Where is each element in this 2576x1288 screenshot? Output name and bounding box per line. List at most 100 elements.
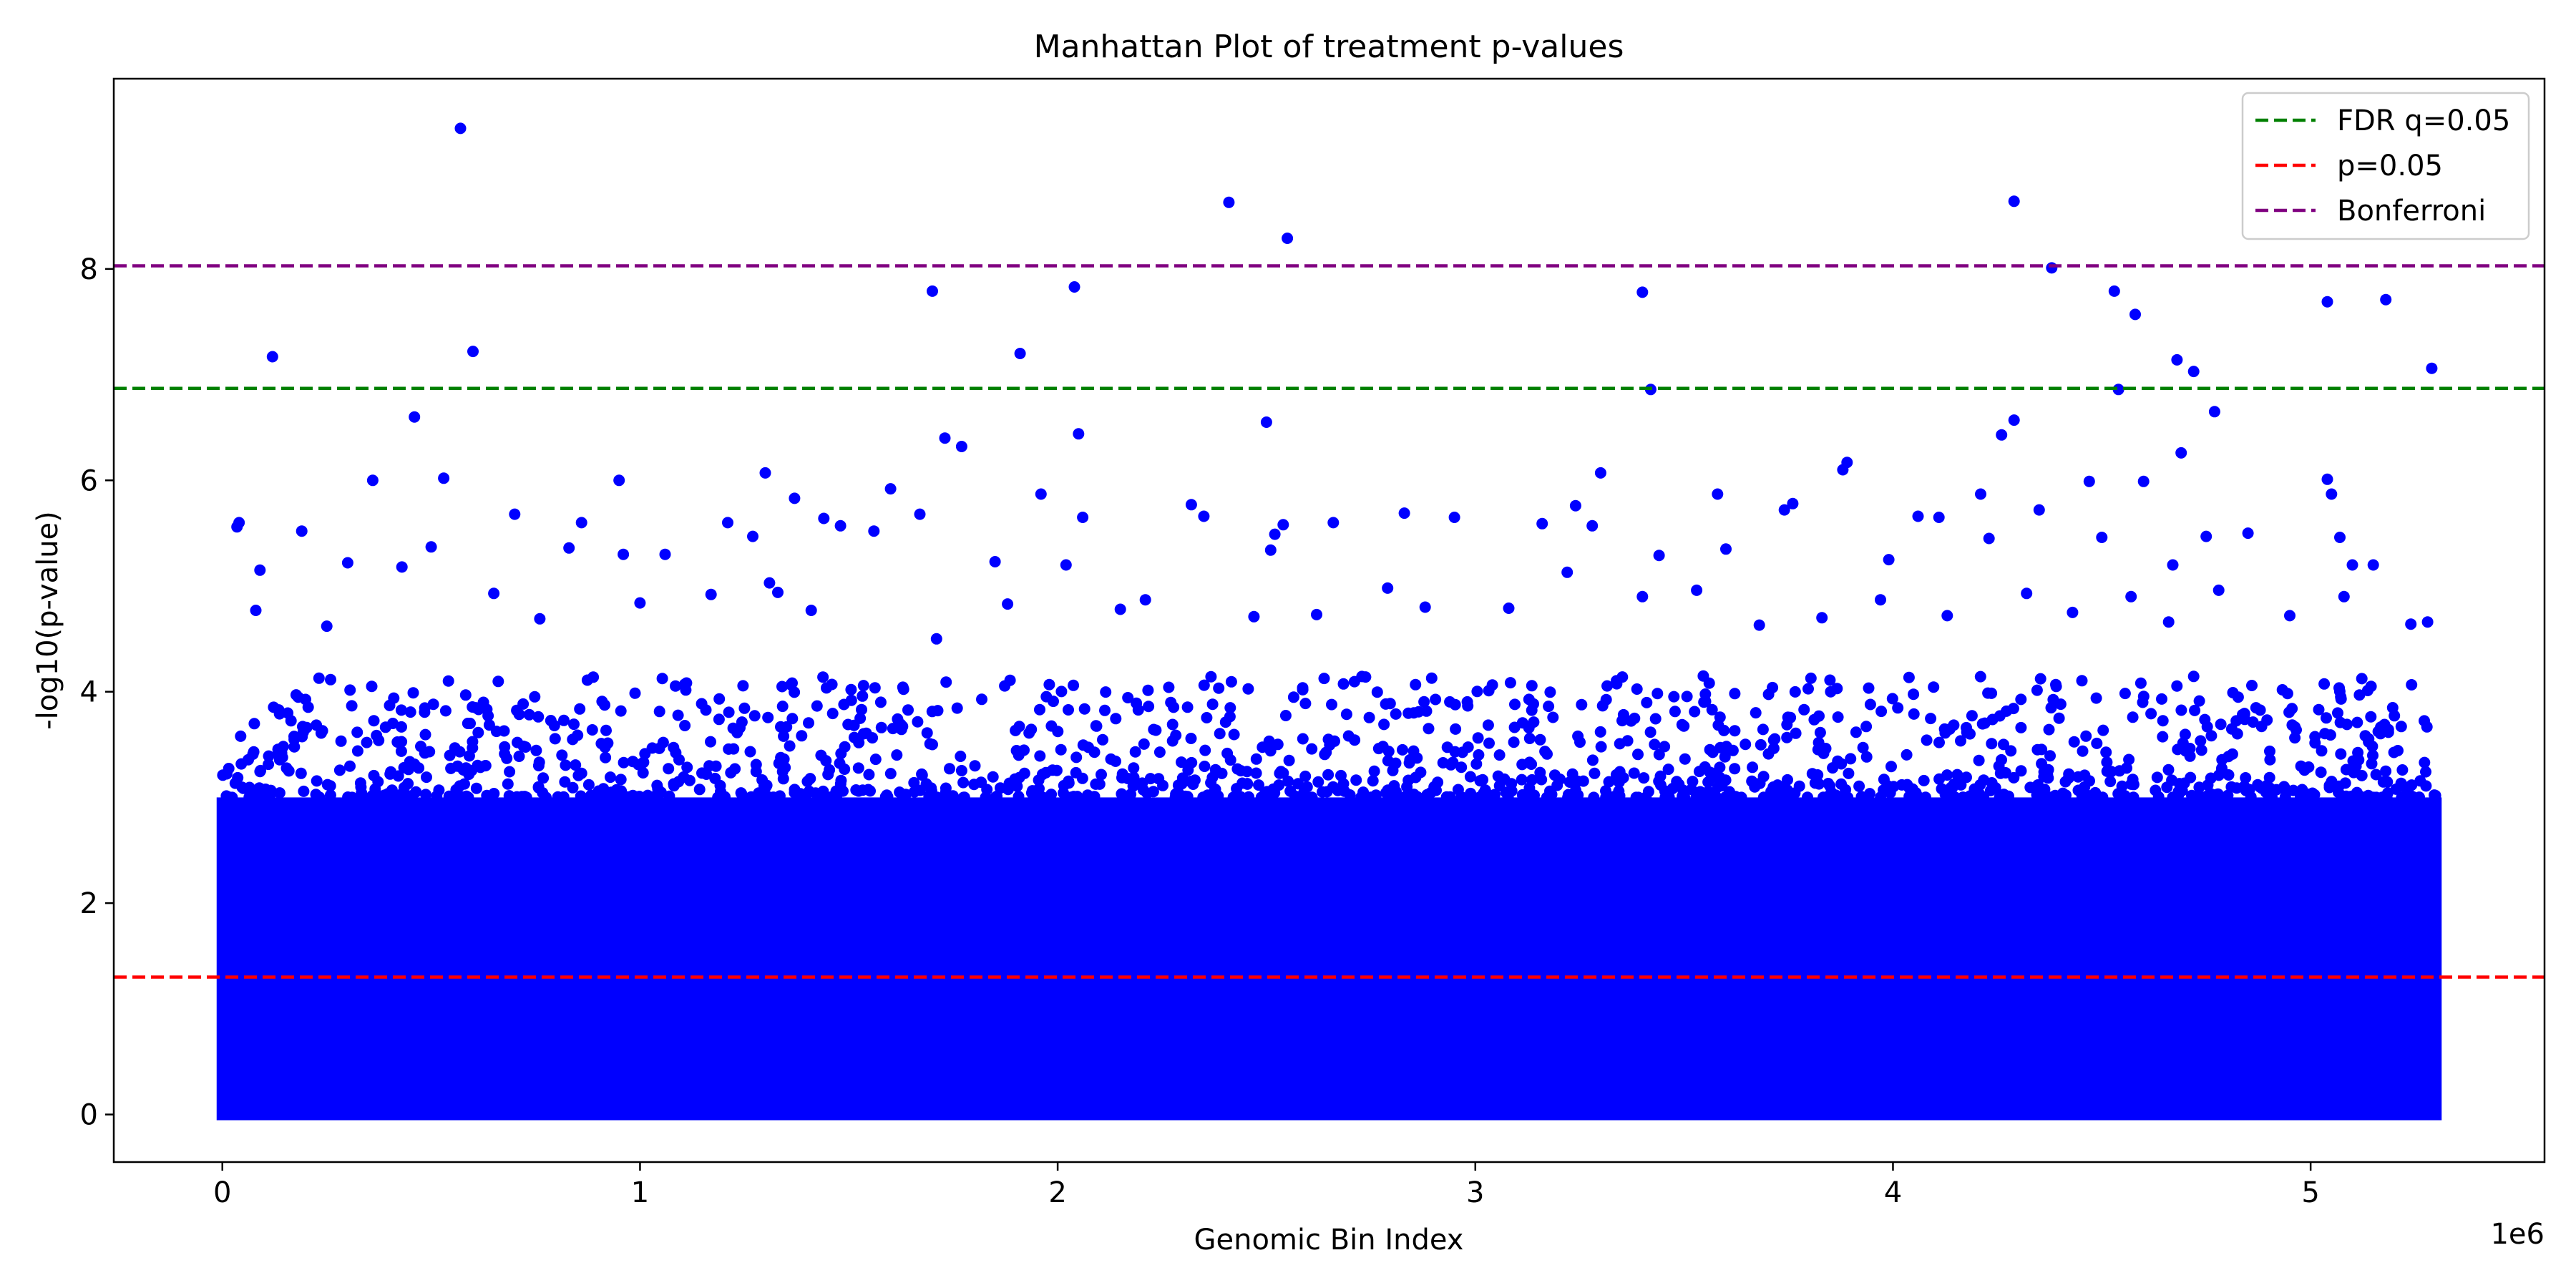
data-point: [1455, 761, 1468, 774]
data-point: [1767, 781, 1780, 793]
data-point: [1986, 738, 1998, 750]
data-point: [1818, 747, 1830, 759]
data-point: [2005, 745, 2017, 757]
data-point: [693, 784, 706, 796]
data-point: [912, 716, 924, 728]
data-point: [1483, 737, 1495, 749]
data-point: [2240, 772, 2252, 784]
x-axis-offset-label: 1e6: [2490, 1218, 2545, 1251]
data-point: [1093, 778, 1106, 790]
data-point: [1142, 684, 1154, 696]
data-point: [713, 713, 725, 726]
data-point: [1679, 753, 1691, 765]
data-point: [596, 696, 608, 708]
chart-title: Manhattan Plot of treatment p-values: [1034, 29, 1624, 65]
data-point: [1214, 728, 1226, 740]
data-point: [2359, 730, 2371, 742]
data-point: [1630, 791, 1642, 804]
data-point: [2039, 784, 2051, 796]
data-point: [1329, 735, 1340, 747]
data-point: [2162, 763, 2175, 776]
data-point: [1712, 488, 1724, 500]
data-point: [2171, 353, 2183, 366]
data-point: [372, 776, 384, 788]
data-point: [529, 691, 541, 703]
data-point: [1055, 686, 1068, 698]
data-point: [1201, 789, 1214, 801]
data-point: [2097, 791, 2109, 804]
data-point: [582, 779, 595, 791]
data-point: [1205, 776, 1217, 789]
data-point: [1644, 726, 1657, 738]
data-point: [2067, 606, 2079, 618]
data-point: [848, 731, 860, 743]
data-point: [1228, 728, 1240, 741]
data-point: [2309, 731, 2321, 743]
data-point: [1853, 780, 1865, 792]
data-point: [1002, 598, 1014, 610]
data-point: [1250, 753, 1262, 765]
data-point: [1594, 467, 1606, 479]
data-point: [2212, 769, 2225, 781]
data-point: [2226, 748, 2238, 760]
data-point: [2284, 610, 2296, 622]
data-point: [1589, 767, 1601, 779]
data-point: [955, 765, 967, 776]
data-point: [254, 564, 266, 576]
data-point: [404, 706, 416, 718]
data-point: [1235, 791, 1247, 803]
data-point: [1600, 785, 1611, 797]
data-point: [1729, 791, 1742, 803]
data-point: [1182, 764, 1194, 776]
data-point: [1390, 757, 1402, 769]
data-point: [1224, 711, 1236, 723]
data-point: [263, 750, 275, 762]
data-point: [1257, 790, 1269, 802]
data-point: [1707, 746, 1719, 758]
data-point: [1444, 791, 1456, 803]
data-point: [781, 721, 793, 733]
data-point: [728, 743, 740, 755]
data-point: [1640, 791, 1652, 804]
data-point: [921, 727, 933, 739]
data-point: [1628, 767, 1640, 779]
data-point: [2380, 765, 2392, 777]
data-point: [556, 749, 568, 761]
data-point: [2238, 780, 2250, 792]
data-point: [488, 788, 500, 799]
data-point: [1767, 681, 1779, 693]
data-point: [1077, 739, 1089, 751]
data-point: [680, 684, 692, 696]
data-point: [642, 789, 654, 801]
data-point: [600, 724, 612, 736]
data-point: [530, 744, 542, 756]
data-point: [407, 687, 419, 699]
data-point: [1572, 730, 1584, 742]
data-point: [653, 706, 665, 718]
data-point: [1569, 499, 1581, 512]
data-point: [483, 719, 495, 731]
data-point: [438, 472, 450, 484]
data-point: [2350, 760, 2362, 772]
data-point: [324, 789, 336, 801]
data-point: [2137, 475, 2150, 487]
data-point: [1382, 582, 1394, 594]
data-point: [1757, 791, 1770, 804]
data-point: [548, 720, 560, 731]
x-tick-label: 4: [1884, 1176, 1902, 1209]
data-point: [2063, 768, 2075, 780]
data-point: [1327, 517, 1340, 529]
data-point: [2222, 789, 2234, 801]
data-point: [2179, 728, 2191, 741]
data-point: [2283, 706, 2296, 718]
data-point: [232, 771, 244, 784]
data-point: [1372, 743, 1385, 755]
data-point: [1355, 791, 1367, 804]
data-point: [2225, 723, 2238, 735]
data-point: [321, 620, 333, 633]
data-point: [777, 773, 789, 785]
data-point: [2367, 749, 2379, 761]
data-point: [444, 749, 456, 761]
data-point: [2119, 790, 2131, 802]
data-point: [288, 733, 301, 746]
